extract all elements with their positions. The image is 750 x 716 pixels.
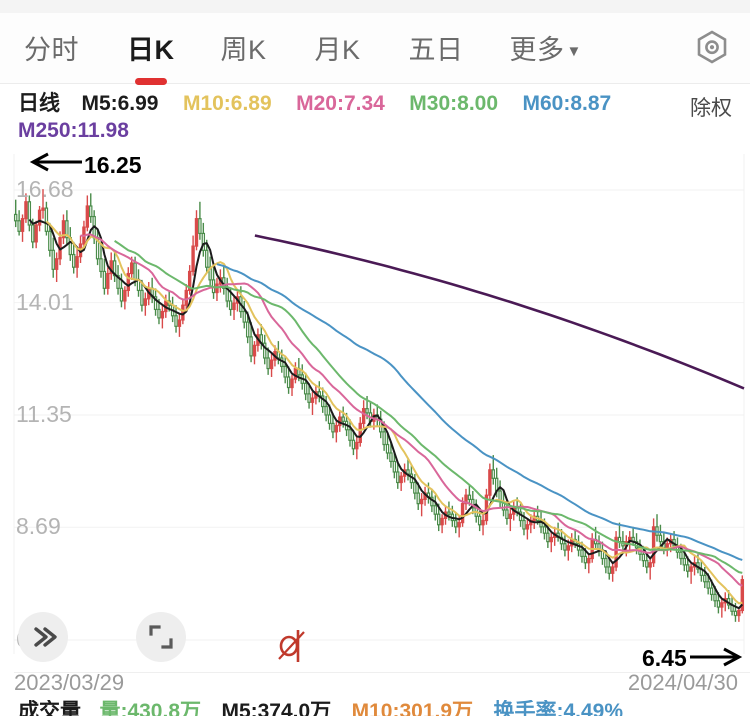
tab-five-day-label: 五日 (408, 34, 464, 65)
arrow-right-icon (688, 647, 744, 667)
ma-legend-row-2: M250:11.98 (18, 117, 750, 144)
double-chevron-right-icon[interactable] (18, 612, 68, 662)
tab-minute-label: 分时 (24, 34, 79, 65)
ma-legend-m250: M250:11.98 (18, 119, 129, 142)
ma-legend-m30: M30:8.00 (409, 92, 499, 115)
axis-divider (14, 672, 750, 673)
date-axis-start: 2023/03/29 (14, 670, 125, 695)
red-scribble-annotation (276, 626, 310, 666)
tab-monthly-k[interactable]: 月K (315, 28, 361, 69)
volume-legend-inner: 成交量 量:430.8万 M5:374.0万 M10:301.9万 换手率:4.… (18, 700, 639, 716)
chart-type-tabs: 分时 日K 周K 月K 五日 更多 ▼ (0, 13, 686, 85)
high-price-callout-text: 16.25 (84, 152, 142, 178)
ma-legend-m60: M60:8.87 (522, 92, 612, 115)
ma-line-ma20 (80, 233, 743, 587)
ma-line-ma60 (216, 263, 743, 561)
volume-ma5: M5:374.0万 (221, 700, 332, 716)
chart-gridlines (13, 154, 745, 654)
tab-daily-k-label: 日K (127, 34, 175, 65)
low-price-callout-text: 6.45 (642, 645, 687, 671)
tab-weekly-k[interactable]: 周K (221, 28, 267, 69)
ma-legend-m20: M20:7.34 (296, 92, 385, 115)
ma-line-ma10 (45, 220, 743, 605)
volume-legend: 成交量 量:430.8万 M5:374.0万 M10:301.9万 换手率:4.… (0, 700, 750, 716)
fullscreen-expand-icon[interactable] (136, 612, 186, 662)
kline-period-label: 日线 (18, 92, 60, 115)
volume-current: 量:430.8万 (99, 700, 201, 716)
volume-title: 成交量 (18, 700, 81, 716)
chevron-down-icon: ▼ (566, 42, 582, 60)
tab-minute[interactable]: 分时 (24, 28, 79, 69)
tab-more-label: 更多 (509, 34, 565, 65)
price-axis-label: 16.68 (16, 175, 74, 202)
active-tab-indicator (134, 77, 167, 85)
ma-line-ma30 (114, 240, 743, 574)
date-axis: 2023/03/29 2024/04/30 (0, 670, 750, 700)
candlestick-series (14, 189, 744, 622)
tab-monthly-k-label: 月K (314, 34, 361, 65)
turnover-rate: 换手率:4.49% (493, 700, 624, 716)
tab-weekly-k-label: 周K (220, 34, 267, 65)
moving-average-lines (28, 218, 745, 610)
tab-five-day[interactable]: 五日 (409, 28, 464, 69)
chart-type-toolbar: 分时 日K 周K 月K 五日 更多 ▼ (0, 0, 750, 85)
price-axis-label: 8.69 (16, 513, 61, 540)
arrow-left-icon (28, 152, 84, 172)
tab-more[interactable]: 更多 ▼ (510, 28, 582, 69)
price-axis-label: 11.35 (16, 400, 72, 427)
price-axis-label: 14.01 (16, 288, 74, 315)
ex-rights-toggle[interactable]: 除权 (690, 97, 732, 120)
date-axis-end: 2024/04/30 (627, 670, 738, 695)
ma-legend-m10: M10:6.89 (182, 92, 272, 115)
tab-daily-k[interactable]: 日K (127, 28, 175, 85)
moving-average-legend: 日线 M5:6.99 M10:6.89 M20:7.34 M30:8.00 M6… (0, 86, 750, 144)
ma-legend-m5: M5:6.99 (81, 92, 159, 115)
volume-ma10: M10:301.9万 (351, 700, 474, 716)
gear-hex-icon[interactable] (690, 26, 734, 70)
ma-line-ma250 (254, 234, 745, 390)
ma-legend-row-1: 日线 M5:6.99 M10:6.89 M20:7.34 M30:8.00 M6… (18, 90, 750, 117)
